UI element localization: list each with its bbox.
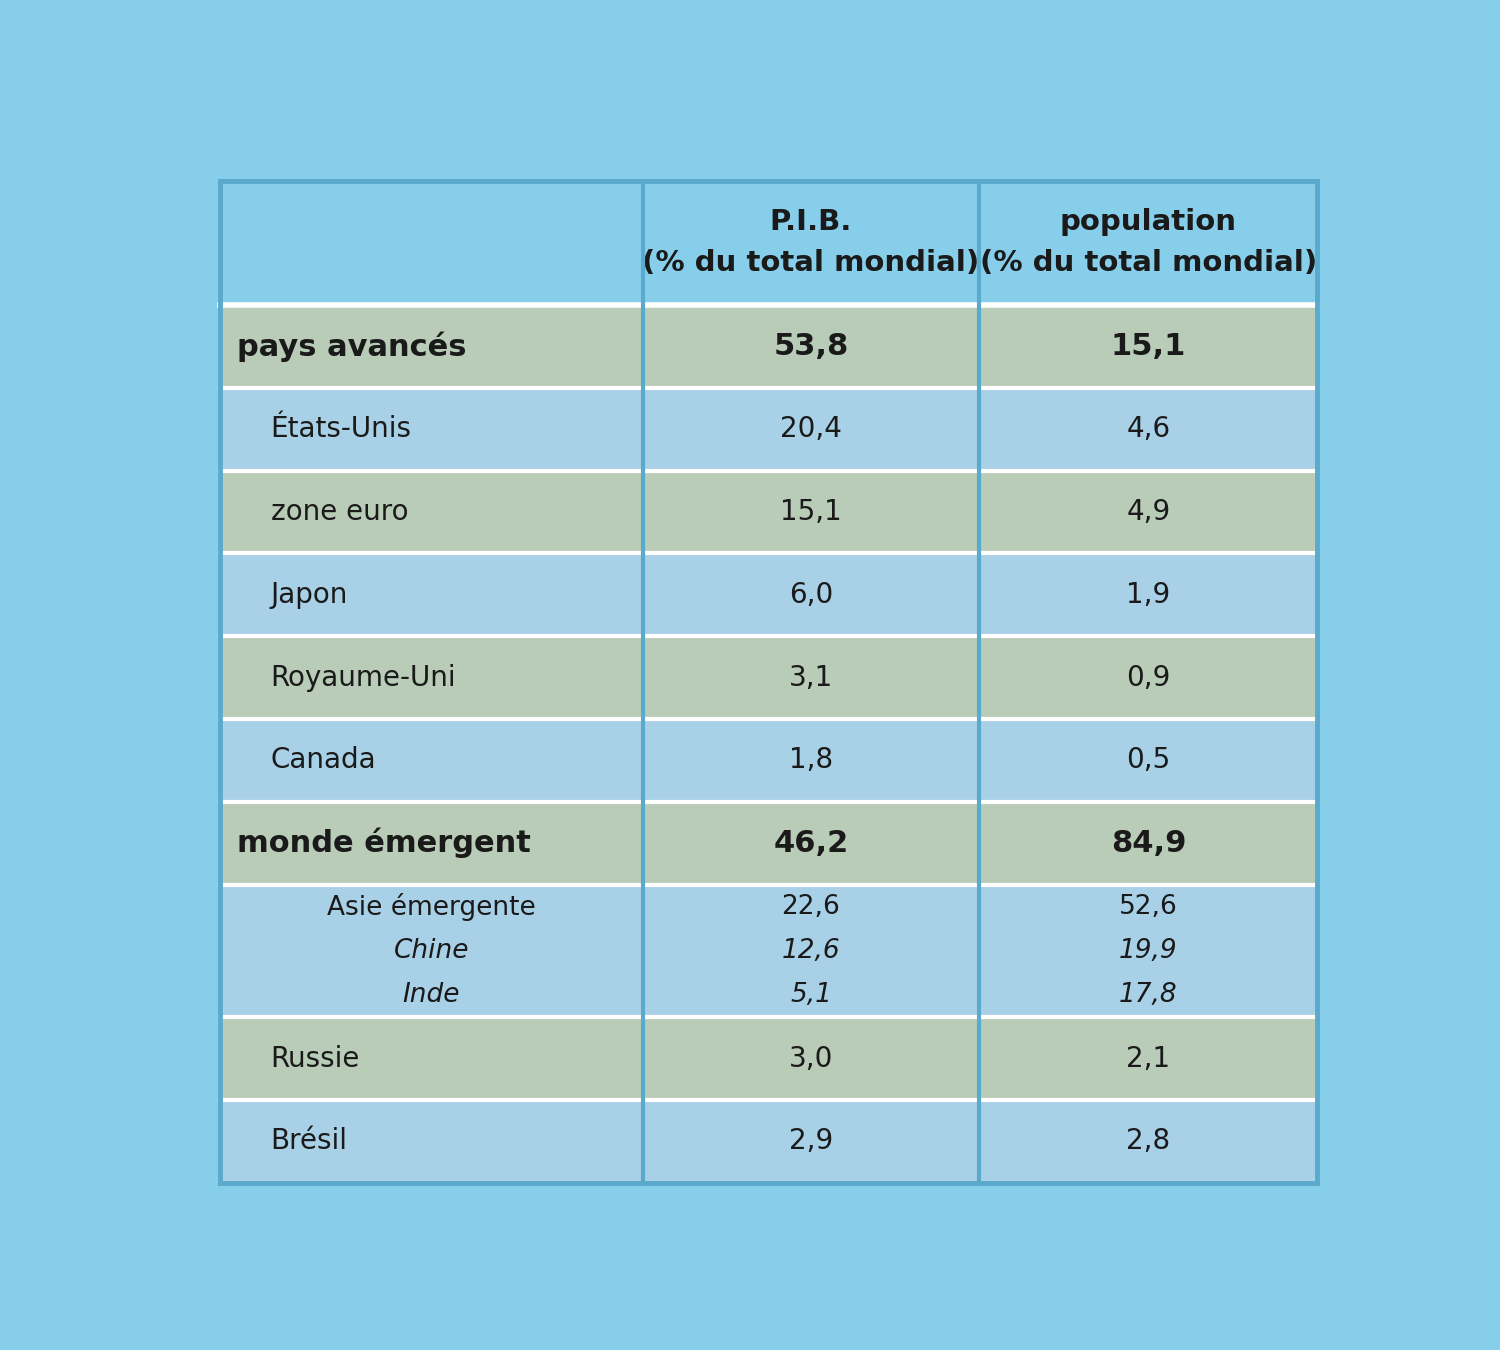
Bar	[642, 884, 980, 1017]
Text: 0,9: 0,9	[1126, 664, 1170, 691]
Text: Brésil: Brésil	[270, 1127, 348, 1156]
Bar	[220, 1017, 642, 1100]
Bar	[220, 636, 642, 720]
Text: 1,9: 1,9	[1126, 580, 1170, 609]
Text: 4,9: 4,9	[1126, 498, 1170, 526]
Text: 6,0: 6,0	[789, 580, 832, 609]
Text: 46,2: 46,2	[774, 829, 849, 857]
Text: 53,8: 53,8	[774, 332, 849, 360]
Text: 17,8: 17,8	[1119, 981, 1178, 1008]
Text: 3,0: 3,0	[789, 1045, 832, 1072]
Bar	[980, 802, 1317, 884]
Text: 22,6: 22,6	[782, 894, 840, 919]
Text: Inde: Inde	[402, 981, 460, 1008]
Bar	[220, 1100, 642, 1183]
Text: 19,9: 19,9	[1119, 938, 1178, 964]
Text: 3,1: 3,1	[789, 664, 832, 691]
Text: zone euro: zone euro	[270, 498, 408, 526]
Text: 5,1: 5,1	[790, 981, 832, 1008]
Bar	[220, 554, 642, 636]
Bar	[220, 305, 642, 387]
Bar	[220, 802, 642, 884]
Bar	[642, 181, 980, 305]
Bar	[642, 387, 980, 471]
Bar	[642, 720, 980, 802]
Text: 2,9: 2,9	[789, 1127, 832, 1156]
Text: Royaume-Uni: Royaume-Uni	[270, 664, 456, 691]
Text: population
(% du total mondial): population (% du total mondial)	[980, 208, 1317, 277]
Bar	[642, 554, 980, 636]
Bar	[980, 305, 1317, 387]
Text: 52,6: 52,6	[1119, 894, 1178, 919]
Text: 0,5: 0,5	[1126, 747, 1170, 775]
Bar	[220, 471, 642, 554]
Bar	[220, 181, 642, 305]
Bar	[642, 471, 980, 554]
Text: P.I.B.
(% du total mondial): P.I.B. (% du total mondial)	[642, 208, 980, 277]
Text: 2,8: 2,8	[1126, 1127, 1170, 1156]
Text: 20,4: 20,4	[780, 416, 842, 443]
Bar	[220, 720, 642, 802]
Text: Japon: Japon	[270, 580, 348, 609]
Text: 4,6: 4,6	[1126, 416, 1170, 443]
Text: 1,8: 1,8	[789, 747, 832, 775]
Text: pays avancés: pays avancés	[237, 331, 466, 362]
Text: 12,6: 12,6	[782, 938, 840, 964]
Text: Russie: Russie	[270, 1045, 360, 1072]
Bar	[980, 884, 1317, 1017]
Text: Chine: Chine	[393, 938, 470, 964]
Bar	[980, 181, 1317, 305]
Bar	[642, 1017, 980, 1100]
Bar	[220, 884, 642, 1017]
Bar	[642, 636, 980, 720]
Text: monde émergent: monde émergent	[237, 828, 531, 859]
Bar	[642, 802, 980, 884]
Bar	[642, 305, 980, 387]
Bar	[980, 471, 1317, 554]
Text: États-Unis: États-Unis	[270, 416, 411, 443]
Bar	[980, 387, 1317, 471]
Text: Asie émergente: Asie émergente	[327, 892, 536, 921]
Bar	[980, 1017, 1317, 1100]
Text: 2,1: 2,1	[1126, 1045, 1170, 1072]
Text: 15,1: 15,1	[780, 498, 842, 526]
Bar	[980, 720, 1317, 802]
Text: Canada: Canada	[270, 747, 376, 775]
Bar	[980, 1100, 1317, 1183]
Bar	[980, 636, 1317, 720]
Bar	[220, 387, 642, 471]
Text: 84,9: 84,9	[1110, 829, 1186, 857]
Text: 15,1: 15,1	[1112, 332, 1186, 360]
Bar	[980, 554, 1317, 636]
Bar	[642, 1100, 980, 1183]
